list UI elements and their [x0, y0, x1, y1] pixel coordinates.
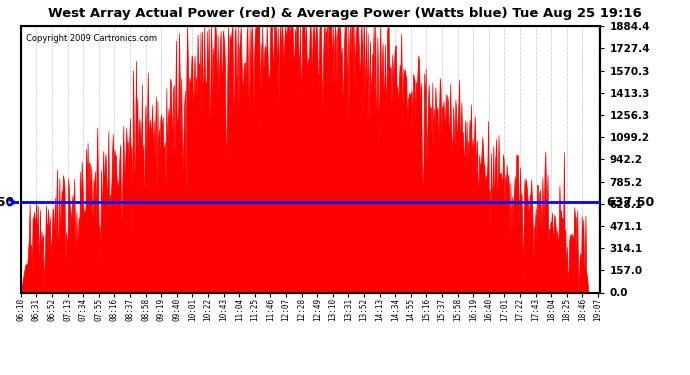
Text: West Array Actual Power (red) & Average Power (Watts blue) Tue Aug 25 19:16: West Array Actual Power (red) & Average …: [48, 8, 642, 21]
Text: 637.50: 637.50: [0, 196, 15, 209]
Text: Copyright 2009 Cartronics.com: Copyright 2009 Cartronics.com: [26, 34, 157, 43]
Text: 637.50: 637.50: [606, 196, 654, 209]
